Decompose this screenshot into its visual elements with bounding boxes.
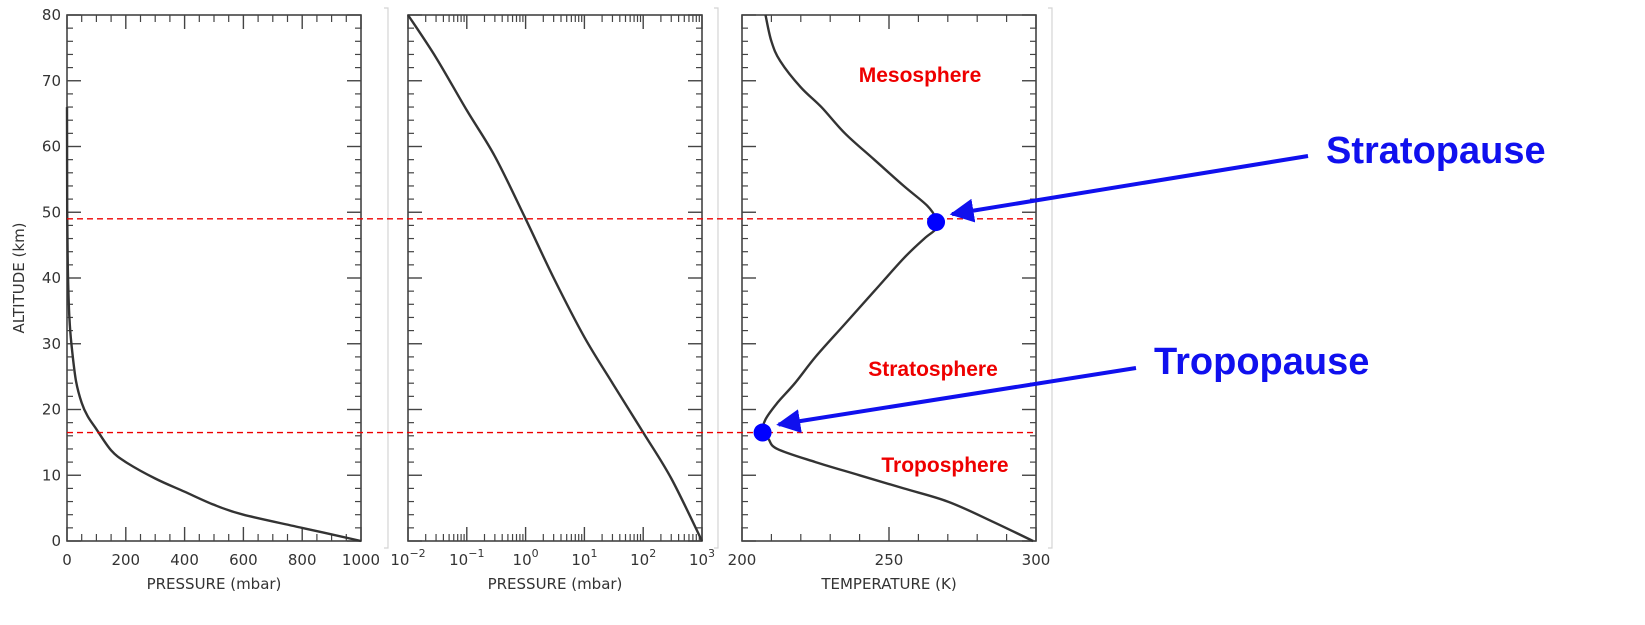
stratopause-marker <box>927 213 946 232</box>
x-tick-label: 600 <box>229 551 258 569</box>
y-tick-label: 80 <box>42 6 61 24</box>
reference-lines <box>67 218 1036 434</box>
region-label-mesosphere: Mesosphere <box>859 64 982 87</box>
chart-panels: 0 10 20 30 40 50 60 70 80 ALTITUDE (km) 0 200 400 600… <box>10 6 1053 593</box>
tropopause-marker <box>753 423 772 442</box>
stratopause-arrow <box>949 154 1309 223</box>
profile-curve <box>406 14 704 542</box>
x-tick-label: 10−1 <box>449 547 484 569</box>
panel-separator <box>1048 7 1053 549</box>
x-tick-label: 300 <box>1022 551 1051 569</box>
y-tick-label: 0 <box>51 532 61 550</box>
y-axis-title: ALTITUDE (km) <box>10 222 28 333</box>
y-tick-label: 30 <box>42 335 61 353</box>
tropopause-arrow <box>776 366 1137 433</box>
x-tick-label: 400 <box>170 551 199 569</box>
panel-separator <box>384 7 389 549</box>
y-tick-label: 50 <box>42 203 61 221</box>
y-tick-label: 60 <box>42 138 61 156</box>
x-tick-label: 0 <box>62 551 72 569</box>
region-label-troposphere: Troposphere <box>881 454 1008 477</box>
x-tick-label: 100 <box>513 547 539 569</box>
panel-separator <box>714 7 719 549</box>
x-axis-title: PRESSURE (mbar) <box>147 575 282 593</box>
y-tick-label: 40 <box>42 269 61 287</box>
x-tick-label: 250 <box>875 551 904 569</box>
annotation-layer: Mesosphere Stratosphere Troposphere Stratop… <box>753 64 1546 477</box>
x-axis-title: TEMPERATURE (K) <box>820 575 956 593</box>
x-tick-label: 200 <box>728 551 757 569</box>
x-tick-label: 102 <box>630 547 656 569</box>
x-tick-label: 800 <box>288 551 317 569</box>
tropopause-label: Tropopause <box>1154 341 1369 383</box>
x-tick-label: 200 <box>111 551 140 569</box>
region-label-stratosphere: Stratosphere <box>868 358 998 381</box>
chart-panel-1: 0 10 20 30 40 50 60 70 80 ALTITUDE (km) 0 200 400 600… <box>10 6 389 593</box>
y-tick-label: 10 <box>42 466 61 484</box>
profile-curve <box>761 14 1034 543</box>
x-tick-label: 1000 <box>342 551 380 569</box>
profile-curve <box>65 107 362 543</box>
stratopause-label: Stratopause <box>1326 130 1546 172</box>
chart-panel-2: 10−2 10−1 100 101 102 103 PRESSURE (mbar) <box>390 7 719 593</box>
x-axis-title: PRESSURE (mbar) <box>488 575 623 593</box>
x-tick-label: 10−2 <box>390 547 425 569</box>
y-tick-label: 20 <box>42 401 61 419</box>
y-tick-label: 70 <box>42 72 61 90</box>
chart-panel-3: 200 250 300 TEMPERATURE (K) <box>728 7 1053 593</box>
x-tick-label: 101 <box>571 547 597 569</box>
x-tick-label: 103 <box>689 547 715 569</box>
